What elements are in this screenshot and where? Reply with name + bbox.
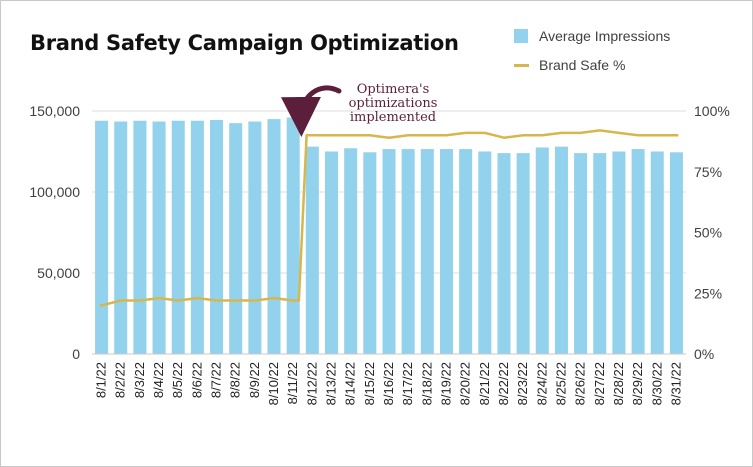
x-tick-label: 8/30/22 [649, 362, 664, 405]
bar-8-4-22 [152, 121, 166, 354]
x-tick-label: 8/24/22 [534, 362, 549, 405]
bar-8-6-22 [190, 120, 204, 354]
legend-label-average-impressions: Average Impressions [539, 28, 671, 44]
annotation-text-line: Optimera's [357, 82, 430, 97]
x-tick-label: 8/12/22 [304, 362, 319, 405]
y-right-tick-label: 50% [694, 225, 722, 241]
bar-8-17-22 [401, 149, 415, 354]
legend-label-brand-safe: Brand Safe % [539, 57, 626, 73]
x-tick-label: 8/9/22 [247, 362, 262, 398]
y-right-tick-label: 100% [694, 103, 730, 119]
bar-8-22-22 [497, 153, 511, 354]
x-tick-label: 8/18/22 [419, 362, 434, 405]
x-tick-label: 8/19/22 [438, 362, 453, 405]
bar-8-20-22 [459, 149, 473, 354]
bar-8-24-22 [535, 147, 549, 354]
x-tick-label: 8/1/22 [94, 362, 109, 398]
bar-8-29-22 [631, 149, 645, 354]
x-tick-label: 8/27/22 [592, 362, 607, 405]
x-tick-label: 8/26/22 [573, 362, 588, 405]
series-line-brand-safe [99, 129, 679, 307]
x-tick-label: 8/7/22 [209, 362, 224, 398]
bar-8-28-22 [612, 151, 626, 354]
x-tick-label: 8/28/22 [611, 362, 626, 405]
bar-8-3-22 [133, 120, 147, 354]
legend-swatch-bar [514, 29, 528, 43]
y-left-tick-label: 0 [72, 346, 80, 362]
bar-8-19-22 [439, 149, 453, 354]
bar-8-15-22 [363, 152, 377, 354]
bar-8-21-22 [478, 151, 492, 354]
y-left-tick-label: 100,000 [29, 184, 80, 200]
y-left-tick-label: 50,000 [37, 265, 80, 281]
x-tick-label: 8/10/22 [266, 362, 281, 405]
bar-8-13-22 [325, 151, 339, 354]
x-tick-label: 8/4/22 [151, 362, 166, 398]
bar-8-10-22 [267, 119, 281, 354]
x-tick-label: 8/17/22 [400, 362, 415, 405]
legend-item-brand-safe: Brand Safe % [514, 57, 625, 73]
annotation-text-line: implemented [350, 110, 436, 125]
bar-8-9-22 [248, 121, 262, 354]
bar-8-30-22 [650, 151, 664, 354]
bar-8-8-22 [229, 123, 243, 355]
x-tick-label: 8/11/22 [285, 362, 300, 404]
legend-swatch-line [514, 63, 529, 67]
x-tick-label: 8/14/22 [343, 362, 358, 405]
bar-8-5-22 [171, 120, 185, 354]
bar-8-27-22 [593, 153, 607, 354]
bar-8-1-22 [95, 120, 109, 354]
chart-title: Brand Safety Campaign Optimization [30, 31, 459, 55]
bar-8-16-22 [382, 149, 396, 354]
x-tick-label: 8/29/22 [630, 362, 645, 405]
x-tick-label: 8/31/22 [668, 362, 683, 405]
bar-8-18-22 [420, 149, 434, 354]
x-tick-label: 8/6/22 [189, 362, 204, 398]
annotation-arrow [281, 85, 342, 137]
x-tick-label: 8/20/22 [458, 362, 473, 405]
x-tick-label: 8/13/22 [324, 362, 339, 405]
bar-8-26-22 [574, 153, 588, 354]
x-tick-label: 8/15/22 [362, 362, 377, 405]
x-tick-label: 8/23/22 [515, 362, 530, 405]
y-left-tick-label: 150,000 [29, 103, 80, 119]
bar-8-23-22 [516, 153, 530, 354]
x-tick-label: 8/5/22 [170, 362, 185, 398]
legend-item-average-impressions: Average Impressions [514, 28, 670, 44]
bar-8-12-22 [305, 146, 319, 354]
bar-8-7-22 [210, 119, 224, 354]
y-right-tick-label: 75% [694, 164, 722, 180]
x-tick-label: 8/22/22 [496, 362, 511, 405]
bar-8-11-22 [286, 117, 300, 354]
x-tick-label: 8/8/22 [228, 362, 243, 398]
x-tick-label: 8/21/22 [477, 362, 492, 405]
annotation-text-line: optimizations [349, 96, 438, 111]
bar-8-25-22 [554, 146, 568, 354]
x-tick-label: 8/16/22 [381, 362, 396, 405]
bar-8-14-22 [344, 148, 358, 354]
x-tick-label: 8/3/22 [132, 362, 147, 398]
x-tick-label: 8/2/22 [113, 362, 128, 398]
y-right-tick-label: 25% [694, 285, 722, 301]
y-right-tick-label: 0% [694, 346, 714, 362]
bar-8-2-22 [114, 121, 128, 354]
x-tick-label: 8/25/22 [553, 362, 568, 405]
bar-8-31-22 [669, 152, 683, 354]
